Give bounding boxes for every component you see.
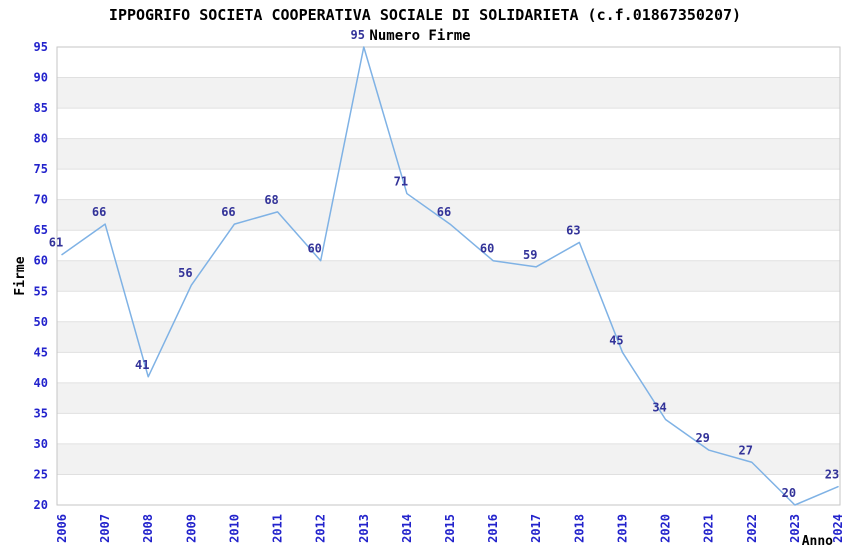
x-tick-label: 2022 (745, 514, 759, 543)
chart-subtitle: Numero Firme (369, 28, 470, 44)
point-label: 60 (480, 242, 494, 256)
point-label: 66 (437, 205, 451, 219)
y-tick-label: 45 (34, 345, 48, 359)
x-tick-label: 2009 (184, 514, 198, 543)
plot-band (57, 321, 840, 353)
x-tick-label: 2011 (271, 514, 285, 543)
x-tick-label: 2008 (141, 514, 155, 543)
plot-band (57, 138, 840, 170)
y-tick-label: 25 (34, 467, 48, 481)
point-label: 95 (351, 28, 365, 42)
point-label: 61 (49, 236, 63, 250)
plot-band (57, 199, 840, 231)
point-label: 34 (652, 401, 666, 415)
y-tick-label: 65 (34, 223, 48, 237)
x-tick-label: 2024 (831, 514, 845, 543)
x-tick-label: 2019 (615, 514, 629, 543)
x-tick-label: 2010 (227, 514, 241, 543)
y-tick-label: 35 (34, 406, 48, 420)
y-tick-label: 60 (34, 254, 48, 268)
series-line (61, 46, 839, 506)
x-tick-label: 2016 (486, 514, 500, 543)
plot-band (57, 260, 840, 292)
y-tick-label: 70 (34, 193, 48, 207)
point-label: 27 (739, 443, 753, 457)
y-tick-label: 30 (34, 437, 48, 451)
x-tick-label: 2014 (400, 514, 414, 543)
plot-band (57, 382, 840, 414)
x-tick-label: 2013 (357, 514, 371, 543)
x-axis-label: Anno (802, 534, 833, 549)
point-label: 29 (695, 431, 709, 445)
y-tick-label: 80 (34, 132, 48, 146)
point-label: 45 (609, 333, 623, 347)
point-label: 66 (221, 205, 235, 219)
x-tick-label: 2017 (529, 514, 543, 543)
y-tick-label: 55 (34, 284, 48, 298)
y-tick-label: 50 (34, 315, 48, 329)
chart-title: IPPOGRIFO SOCIETA COOPERATIVA SOCIALE DI… (109, 6, 741, 24)
point-label: 60 (307, 242, 321, 256)
x-tick-label: 2021 (702, 514, 716, 543)
point-label: 68 (264, 193, 278, 207)
point-label: 71 (394, 175, 408, 189)
y-tick-label: 85 (34, 101, 48, 115)
x-tick-label: 2015 (443, 514, 457, 543)
y-tick-label: 95 (34, 40, 48, 54)
plot-band (57, 443, 840, 475)
point-label: 59 (523, 248, 537, 262)
plot-border (56, 46, 841, 506)
x-tick-label: 2006 (55, 514, 69, 543)
point-label: 56 (178, 266, 192, 280)
plot-band (57, 77, 840, 109)
y-tick-label: 40 (34, 376, 48, 390)
x-tick-label: 2012 (314, 514, 328, 543)
y-tick-label: 75 (34, 162, 48, 176)
x-tick-label: 2023 (788, 514, 802, 543)
point-label: 23 (825, 468, 839, 482)
x-tick-label: 2020 (659, 514, 673, 543)
x-tick-label: 2018 (572, 514, 586, 543)
y-axis-label: Firme (13, 256, 28, 295)
y-tick-label: 90 (34, 71, 48, 85)
point-label: 63 (566, 223, 580, 237)
y-tick-label: 20 (34, 498, 48, 512)
point-label: 41 (135, 358, 149, 372)
point-label: 20 (782, 486, 796, 500)
x-tick-label: 2007 (98, 514, 112, 543)
point-label: 66 (92, 205, 106, 219)
